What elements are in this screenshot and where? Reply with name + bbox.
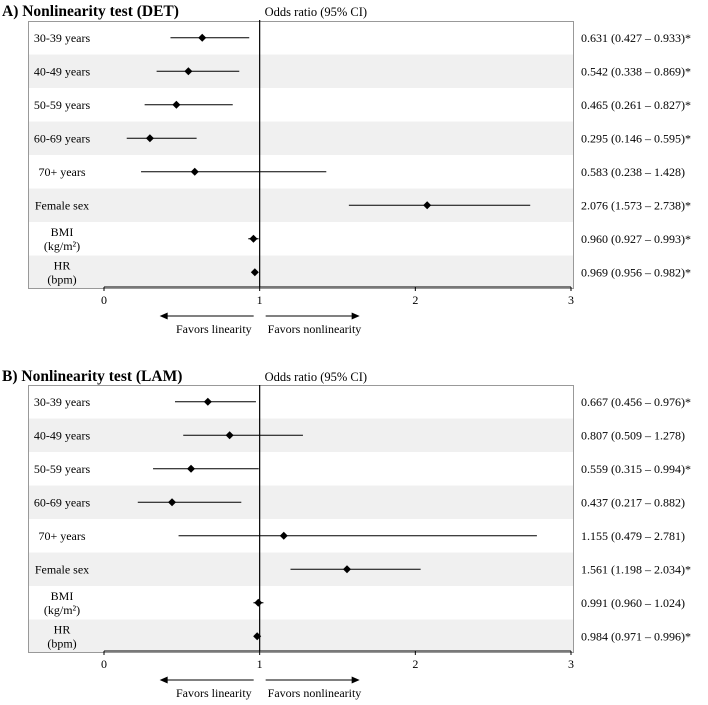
row-1: 40-49 years 0.807 (0.509 – 1.278): [34, 428, 685, 442]
point-estimate: [249, 234, 258, 243]
row-5: Female sex 1.561 (1.198 – 2.034)*: [35, 562, 691, 576]
x-tick-label: 2: [412, 293, 418, 307]
row-value: 0.583 (0.238 – 1.428): [581, 165, 685, 179]
row-label: (bpm): [47, 272, 76, 286]
row-shade: [28, 485, 574, 519]
row-5: Female sex 2.076 (1.573 – 2.738)*: [35, 198, 691, 212]
plot-frame: [28, 21, 574, 289]
row-shade: [28, 54, 574, 88]
row-shade: [28, 121, 574, 155]
row-label: HR: [54, 258, 71, 272]
point-estimate: [203, 397, 212, 406]
point-estimate: [279, 531, 288, 540]
row-value: 0.667 (0.456 – 0.976)*: [581, 395, 691, 409]
favor-right-label: Favors nonlinearity: [268, 686, 362, 700]
row-2: 50-59 years 0.465 (0.261 – 0.827)*: [34, 98, 691, 112]
row-label: 60-69 years: [34, 495, 91, 509]
panel-title: B) Nonlinearity test (LAM): [2, 368, 182, 385]
row-label: 70+ years: [38, 529, 85, 543]
x-tick-label: 1: [257, 293, 263, 307]
row-label: (kg/m²): [44, 239, 80, 253]
point-estimate: [168, 498, 177, 507]
favor-left-label: Favors linearity: [176, 322, 252, 336]
point-estimate: [198, 33, 207, 42]
row-value: 1.155 (0.479 – 2.781): [581, 529, 685, 543]
row-label: 50-59 years: [34, 462, 91, 476]
point-estimate: [184, 67, 193, 76]
row-label: 40-49 years: [34, 64, 91, 78]
row-1: 40-49 years 0.542 (0.338 – 0.869)*: [34, 64, 691, 78]
row-7: HR(bpm) 0.969 (0.956 – 0.982)*: [47, 258, 691, 286]
favor-left-arrowhead: [159, 676, 168, 684]
point-estimate: [187, 464, 196, 473]
row-label: (bpm): [47, 636, 76, 650]
row-value: 0.437 (0.217 – 0.882): [581, 495, 685, 509]
row-label: BMI: [51, 589, 74, 603]
favor-right-label: Favors nonlinearity: [268, 322, 362, 336]
row-value: 0.631 (0.427 – 0.933)*: [581, 31, 691, 45]
x-tick-label: 0: [101, 293, 107, 307]
point-estimate: [225, 431, 234, 440]
row-value: 0.295 (0.146 – 0.595)*: [581, 131, 691, 145]
favor-right-arrowhead: [351, 676, 360, 684]
row-value: 0.807 (0.509 – 1.278): [581, 428, 685, 442]
row-label: (kg/m²): [44, 603, 80, 617]
favor-left-label: Favors linearity: [176, 686, 252, 700]
point-estimate: [342, 565, 351, 574]
point-estimate: [250, 268, 259, 277]
row-6: BMI(kg/m²) 0.991 (0.960 – 1.024): [44, 589, 685, 617]
point-estimate: [423, 201, 432, 210]
row-label: 70+ years: [38, 165, 85, 179]
point-estimate: [253, 632, 262, 641]
row-value: 0.984 (0.971 – 0.996)*: [581, 629, 691, 643]
row-label: 50-59 years: [34, 98, 91, 112]
row-6: BMI(kg/m²) 0.960 (0.927 – 0.993)*: [44, 225, 691, 253]
row-4: 70+ years 1.155 (0.479 – 2.781): [38, 529, 685, 543]
row-value: 0.465 (0.261 – 0.827)*: [581, 98, 691, 112]
point-estimate: [190, 167, 199, 176]
row-value: 0.542 (0.338 – 0.869)*: [581, 64, 691, 78]
row-value: 1.561 (1.198 – 2.034)*: [581, 562, 691, 576]
row-label: HR: [54, 622, 71, 636]
row-value: 0.991 (0.960 – 1.024): [581, 596, 685, 610]
x-tick-label: 3: [568, 293, 574, 307]
plot-frame: [28, 385, 574, 653]
point-estimate: [172, 100, 181, 109]
row-value: 0.969 (0.956 – 0.982)*: [581, 265, 691, 279]
row-2: 50-59 years 0.559 (0.315 – 0.994)*: [34, 462, 691, 476]
row-value: 0.559 (0.315 – 0.994)*: [581, 462, 691, 476]
panel-b: B) Nonlinearity test (LAM) Odds ratio (95…: [2, 368, 691, 700]
x-tick-label: 1: [257, 657, 263, 671]
row-label: 40-49 years: [34, 428, 91, 442]
x-tick-label: 2: [412, 657, 418, 671]
point-estimate: [254, 598, 263, 607]
x-tick-label: 0: [101, 657, 107, 671]
column-header: Odds ratio (95% CI): [265, 370, 367, 384]
row-label: 30-39 years: [34, 395, 91, 409]
x-tick-label: 3: [568, 657, 574, 671]
favor-right-arrowhead: [351, 312, 360, 320]
row-0: 30-39 years 0.667 (0.456 – 0.976)*: [34, 395, 691, 409]
row-3: 60-69 years 0.295 (0.146 – 0.595)*: [34, 131, 691, 145]
row-4: 70+ years 0.583 (0.238 – 1.428): [38, 165, 685, 179]
panel-title: A) Nonlinearity test (DET): [2, 3, 179, 20]
row-label: 30-39 years: [34, 31, 91, 45]
row-0: 30-39 years 0.631 (0.427 – 0.933)*: [34, 31, 691, 45]
row-value: 2.076 (1.573 – 2.738)*: [581, 198, 691, 212]
panel-a: A) Nonlinearity test (DET) Odds ratio (95…: [2, 3, 691, 336]
row-label: 60-69 years: [34, 131, 91, 145]
favor-left-arrowhead: [159, 312, 168, 320]
row-shade: [28, 619, 574, 653]
row-label: BMI: [51, 225, 74, 239]
row-3: 60-69 years 0.437 (0.217 – 0.882): [34, 495, 685, 509]
point-estimate: [145, 134, 154, 143]
row-label: Female sex: [35, 198, 89, 212]
column-header: Odds ratio (95% CI): [265, 5, 367, 19]
row-7: HR(bpm) 0.984 (0.971 – 0.996)*: [47, 622, 691, 650]
row-value: 0.960 (0.927 – 0.993)*: [581, 232, 691, 246]
row-shade: [28, 255, 574, 289]
row-label: Female sex: [35, 562, 89, 576]
